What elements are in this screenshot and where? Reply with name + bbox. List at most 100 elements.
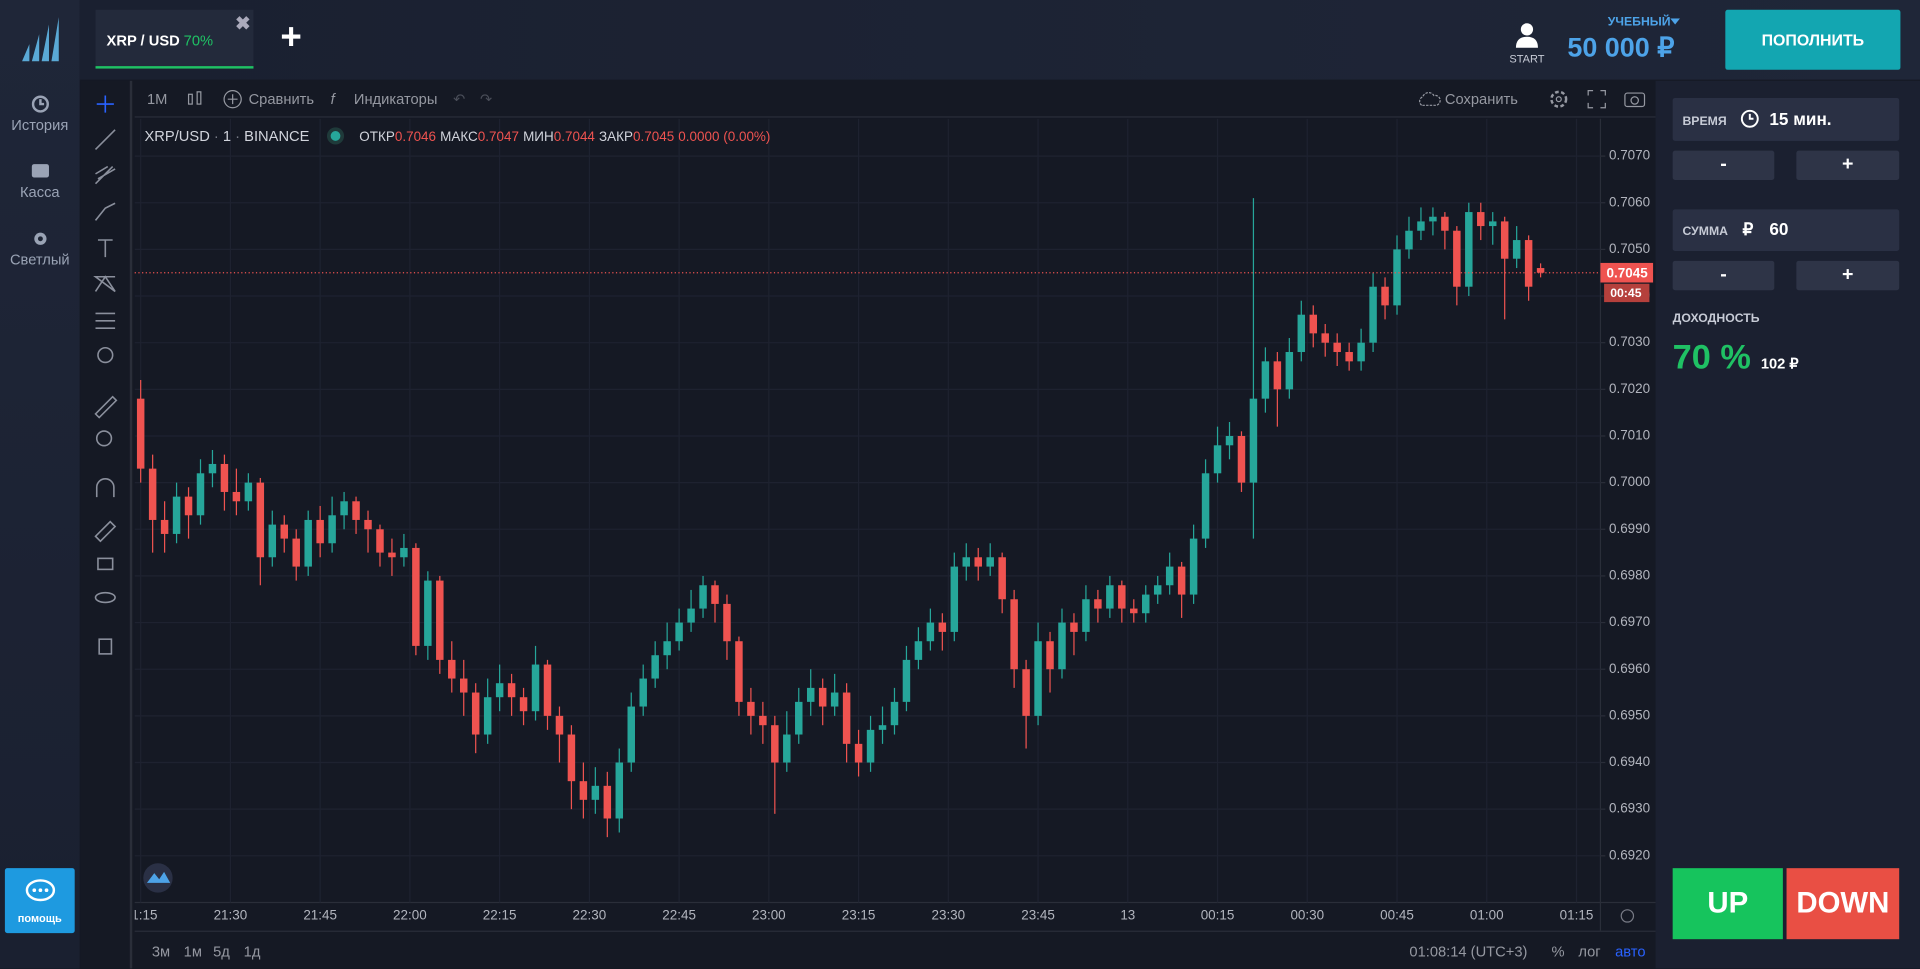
tool-delete[interactable] — [98, 638, 113, 655]
user-icon[interactable] — [1515, 22, 1539, 49]
range-1d[interactable]: 1д — [243, 942, 261, 961]
candle-body — [1417, 221, 1425, 231]
y-tick-label: 0.7010 — [1609, 428, 1650, 443]
x-tick-label: 23:15 — [842, 907, 876, 922]
amount-label: СУММА — [1682, 225, 1729, 239]
deposit-button[interactable]: ПОПОЛНИТЬ — [1725, 9, 1901, 70]
time-field[interactable]: ВРЕМЯ 15 мин. — [1672, 97, 1900, 141]
candle-body — [208, 463, 217, 474]
time-label: ВРЕМЯ — [1682, 115, 1727, 129]
tool-fib[interactable] — [94, 165, 116, 185]
tab-payout: 70% — [183, 31, 214, 49]
candle-body — [1070, 622, 1078, 632]
cashier-icon[interactable] — [31, 162, 51, 179]
candle-body — [304, 519, 312, 567]
cloud-icon[interactable] — [1417, 91, 1441, 108]
candle-body — [1429, 216, 1437, 222]
tool-crosshair[interactable] — [96, 95, 114, 113]
tool-line[interactable] — [94, 129, 116, 150]
candle-body — [1465, 212, 1473, 287]
redo[interactable]: ↷ — [480, 90, 493, 108]
candle-body — [531, 664, 540, 712]
compare-button[interactable]: Сравнить — [248, 90, 315, 108]
y-tick-label: 0.7000 — [1609, 474, 1650, 489]
candle-body — [1321, 333, 1329, 343]
open-label: ОТКР — [359, 129, 395, 145]
candle-body — [771, 725, 779, 763]
history-icon[interactable] — [31, 94, 51, 114]
indicators-icon[interactable]: f — [330, 90, 335, 108]
time-minus[interactable]: - — [1672, 150, 1775, 181]
tool-emoji[interactable] — [97, 346, 114, 364]
candle-body — [986, 557, 994, 567]
candle-body — [220, 463, 229, 492]
candle-body — [675, 622, 683, 642]
down-button[interactable]: DOWN — [1786, 868, 1900, 940]
nav-theme[interactable]: Светлый — [9, 251, 70, 269]
asset-tab[interactable]: XRP / USD 70% ✖ — [95, 9, 254, 69]
legend-symbol: XRP/USD — [144, 127, 210, 145]
candle-body — [1082, 599, 1090, 632]
tool-visibility[interactable] — [94, 591, 116, 604]
tool-text[interactable] — [97, 239, 113, 258]
tool-prediction[interactable] — [95, 312, 116, 329]
tool-lock-draw[interactable] — [94, 520, 117, 543]
tool-zoom[interactable] — [95, 430, 113, 447]
save-button[interactable]: Сохранить — [1444, 90, 1518, 108]
log-scale[interactable]: лог — [1578, 942, 1601, 961]
amount-minus[interactable]: - — [1672, 260, 1775, 291]
candle-body — [830, 692, 839, 707]
interval-button[interactable]: 1М — [146, 90, 168, 108]
compare-icon[interactable] — [223, 89, 243, 109]
y-tick-label: 0.6980 — [1609, 567, 1650, 582]
candle-body — [1130, 608, 1138, 614]
candle-body — [615, 762, 624, 819]
range-1m[interactable]: 1м — [183, 942, 202, 961]
clock: 01:08:14 (UTC+3) — [1409, 942, 1528, 961]
time-plus[interactable]: + — [1796, 150, 1900, 181]
range-3m[interactable]: 3м — [151, 942, 171, 961]
fullscreen-button[interactable] — [1587, 89, 1607, 109]
account-dropdown[interactable] — [1670, 18, 1681, 25]
nav-cashier[interactable]: Касса — [19, 183, 60, 201]
profit-value: 102 ₽ — [1760, 355, 1799, 373]
candle-body — [651, 655, 659, 679]
candle-body — [148, 468, 157, 520]
add-tab[interactable]: + — [280, 17, 302, 58]
theme-icon[interactable] — [31, 229, 51, 249]
tab-close[interactable]: ✖ — [235, 13, 251, 35]
tool-ruler[interactable] — [94, 395, 118, 419]
percent-scale[interactable]: % — [1551, 942, 1565, 961]
up-button[interactable]: UP — [1672, 868, 1783, 940]
candle-body — [974, 557, 982, 567]
tool-brush[interactable] — [94, 202, 116, 221]
candle-body — [280, 524, 288, 539]
amount-plus[interactable]: + — [1796, 260, 1900, 291]
candle-body — [459, 678, 468, 693]
undo[interactable]: ↶ — [453, 90, 466, 108]
candle-body — [938, 622, 947, 632]
candle-body — [1357, 342, 1365, 362]
auto-scale[interactable]: авто — [1615, 942, 1646, 961]
settings-button[interactable] — [1548, 88, 1570, 110]
help-button[interactable]: помощь — [4, 868, 75, 934]
tool-pattern[interactable] — [93, 275, 116, 293]
amount-field[interactable]: СУММА ₽ 60 — [1672, 209, 1900, 252]
tab-symbol: XRP / USD — [106, 31, 180, 49]
range-5d[interactable]: 5д — [213, 942, 230, 961]
snapshot-button[interactable] — [1624, 89, 1646, 109]
nav-history[interactable]: История — [11, 116, 69, 134]
candle-body — [268, 524, 277, 558]
account-type[interactable]: УЧЕБНЫЙ — [1607, 15, 1671, 30]
tool-magnet[interactable] — [95, 477, 115, 498]
logo — [22, 17, 59, 62]
legend-exchange: BINANCE — [244, 127, 310, 145]
tool-lock[interactable] — [97, 557, 114, 571]
x-tick-label: 13 — [1120, 907, 1135, 922]
indicators-button[interactable]: Индикаторы — [353, 90, 438, 108]
chart-type-icon[interactable] — [186, 88, 203, 110]
legend-interval: 1 — [222, 127, 232, 145]
settings-icon[interactable] — [1620, 909, 1635, 923]
candle-body — [364, 519, 372, 530]
